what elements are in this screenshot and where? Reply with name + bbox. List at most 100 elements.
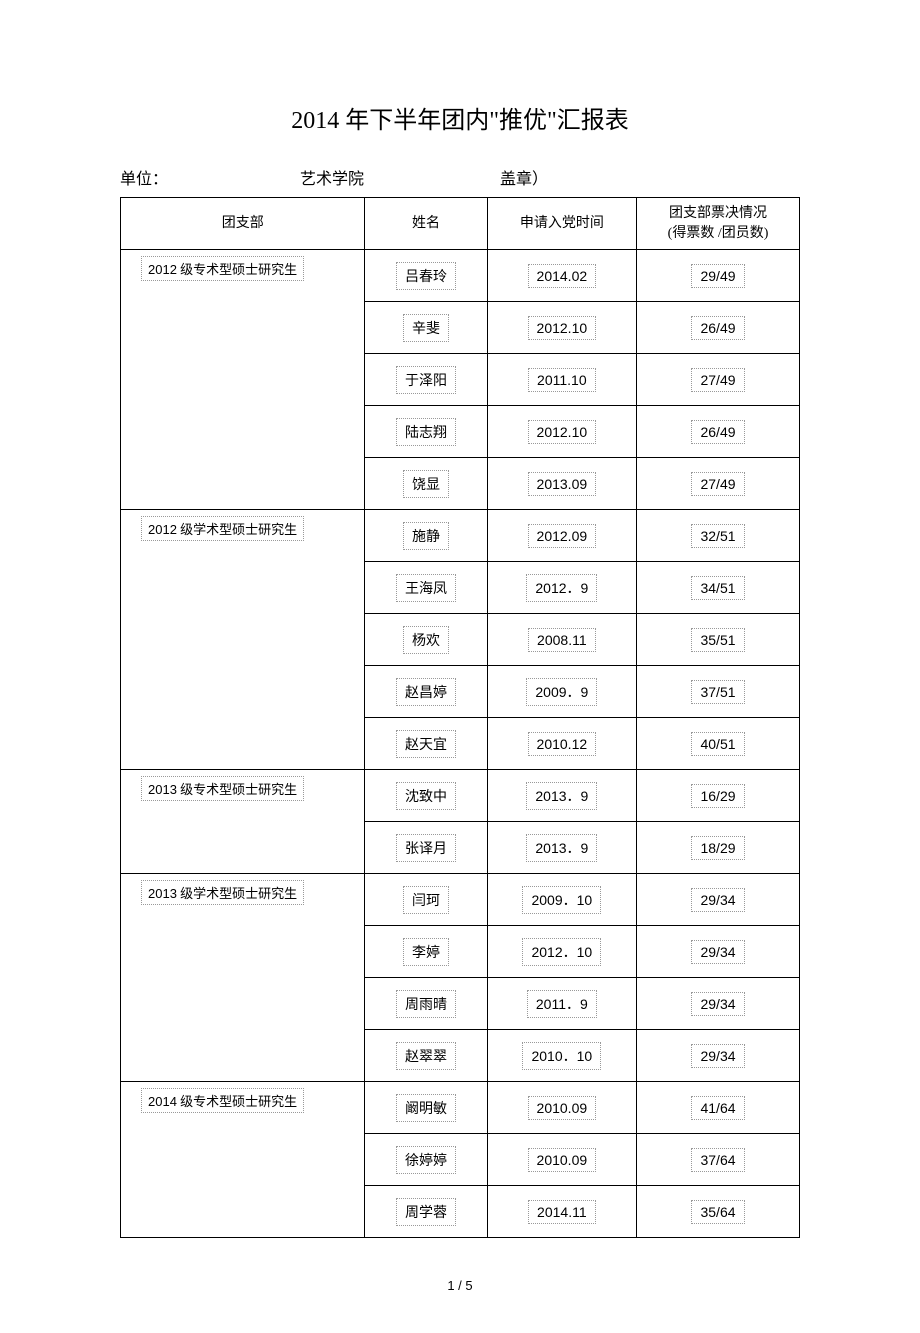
branch-text: 2013 级专术型硕士研究生 [141,776,304,801]
date-cell: 2009．10 [487,874,636,926]
vote-value: 29/34 [691,940,744,964]
report-table: 团支部 姓名 申请入党时间 团支部票决情况 (得票数 /团员数) 2012 级专… [120,197,800,1238]
unit-value: 艺术学院 [300,165,500,189]
name-cell: 辛斐 [365,302,487,354]
date-value: 2008.11 [528,628,596,652]
branch-label: 级学术型硕士研究生 [177,886,297,901]
table-header-row: 团支部 姓名 申请入党时间 团支部票决情况 (得票数 /团员数) [121,198,800,250]
name-cell: 阚明敏 [365,1082,487,1134]
date-cell: 2014.11 [487,1186,636,1238]
page-footer: 1 / 5 [120,1278,800,1293]
unit-info-row: 单位： 艺术学院 盖章） [120,165,800,189]
name-value: 赵天宜 [396,730,456,758]
name-value: 陆志翔 [396,418,456,446]
branch-text: 2012 级学术型硕士研究生 [141,516,304,541]
date-value: 2012．10 [522,938,601,966]
name-value: 饶显 [403,470,449,498]
vote-value: 32/51 [691,524,744,548]
name-cell: 徐婷婷 [365,1134,487,1186]
vote-cell: 29/34 [637,874,800,926]
page-title: 2014 年下半年团内"推优"汇报表 [120,100,800,135]
date-cell: 2012．10 [487,926,636,978]
vote-value: 26/49 [691,420,744,444]
name-value: 周雨晴 [396,990,456,1018]
date-value: 2011.10 [528,368,596,392]
vote-value: 29/34 [691,992,744,1016]
name-cell: 杨欢 [365,614,487,666]
branch-cell: 2013 级学术型硕士研究生 [121,874,365,1082]
name-value: 赵翠翠 [396,1042,456,1070]
branch-text: 2012 级专术型硕士研究生 [141,256,304,281]
date-cell: 2011．9 [487,978,636,1030]
name-cell: 吕春玲 [365,250,487,302]
vote-value: 41/64 [691,1096,744,1120]
date-value: 2009．10 [522,886,601,914]
vote-cell: 29/49 [637,250,800,302]
branch-text: 2014 级专术型硕士研究生 [141,1088,304,1113]
header-vote-line2: (得票数 /团员数) [668,226,769,241]
vote-cell: 29/34 [637,978,800,1030]
name-cell: 李婷 [365,926,487,978]
branch-cell: 2013 级专术型硕士研究生 [121,770,365,874]
vote-cell: 29/34 [637,926,800,978]
header-vote: 团支部票决情况 (得票数 /团员数) [637,198,800,250]
name-value: 施静 [403,522,449,550]
vote-value: 34/51 [691,576,744,600]
date-cell: 2010．10 [487,1030,636,1082]
vote-value: 27/49 [691,472,744,496]
date-value: 2013.09 [528,472,597,496]
date-value: 2012.10 [528,420,597,444]
name-cell: 赵天宜 [365,718,487,770]
vote-cell: 41/64 [637,1082,800,1134]
vote-cell: 26/49 [637,302,800,354]
name-cell: 赵昌婷 [365,666,487,718]
date-cell: 2013．9 [487,822,636,874]
name-value: 于泽阳 [396,366,456,394]
name-value: 周学蓉 [396,1198,456,1226]
name-cell: 陆志翔 [365,406,487,458]
stamp-text: 盖章） [500,165,548,189]
name-value: 张译月 [396,834,456,862]
branch-cell: 2012 级学术型硕士研究生 [121,510,365,770]
vote-cell: 32/51 [637,510,800,562]
date-cell: 2011.10 [487,354,636,406]
date-value: 2009．9 [526,678,597,706]
header-date: 申请入党时间 [487,198,636,250]
branch-year: 2012 [148,262,177,277]
date-value: 2013．9 [526,782,597,810]
branch-year: 2013 [148,886,177,901]
branch-cell: 2012 级专术型硕士研究生 [121,250,365,510]
date-value: 2012.09 [528,524,597,548]
date-value: 2010.09 [528,1096,597,1120]
branch-label: 级专术型硕士研究生 [177,782,297,797]
date-cell: 2010.12 [487,718,636,770]
date-cell: 2012.10 [487,302,636,354]
vote-cell: 37/64 [637,1134,800,1186]
name-value: 王海凤 [396,574,456,602]
branch-year: 2014 [148,1094,177,1109]
date-value: 2014.02 [528,264,597,288]
date-value: 2011．9 [527,990,597,1018]
name-value: 吕春玲 [396,262,456,290]
vote-value: 35/64 [691,1200,744,1224]
date-cell: 2013.09 [487,458,636,510]
date-value: 2012．9 [526,574,597,602]
name-value: 闫珂 [403,886,449,914]
name-cell: 饶显 [365,458,487,510]
date-cell: 2012．9 [487,562,636,614]
date-cell: 2008.11 [487,614,636,666]
name-value: 徐婷婷 [396,1146,456,1174]
date-cell: 2010.09 [487,1134,636,1186]
vote-cell: 27/49 [637,354,800,406]
vote-cell: 40/51 [637,718,800,770]
date-cell: 2014.02 [487,250,636,302]
name-value: 阚明敏 [396,1094,456,1122]
vote-value: 16/29 [691,784,744,808]
date-cell: 2010.09 [487,1082,636,1134]
table-row: 2013 级专术型硕士研究生 沈致中 2013．9 16/29 [121,770,800,822]
vote-cell: 27/49 [637,458,800,510]
branch-text: 2013 级学术型硕士研究生 [141,880,304,905]
name-cell: 沈致中 [365,770,487,822]
name-value: 李婷 [403,938,449,966]
date-cell: 2013．9 [487,770,636,822]
